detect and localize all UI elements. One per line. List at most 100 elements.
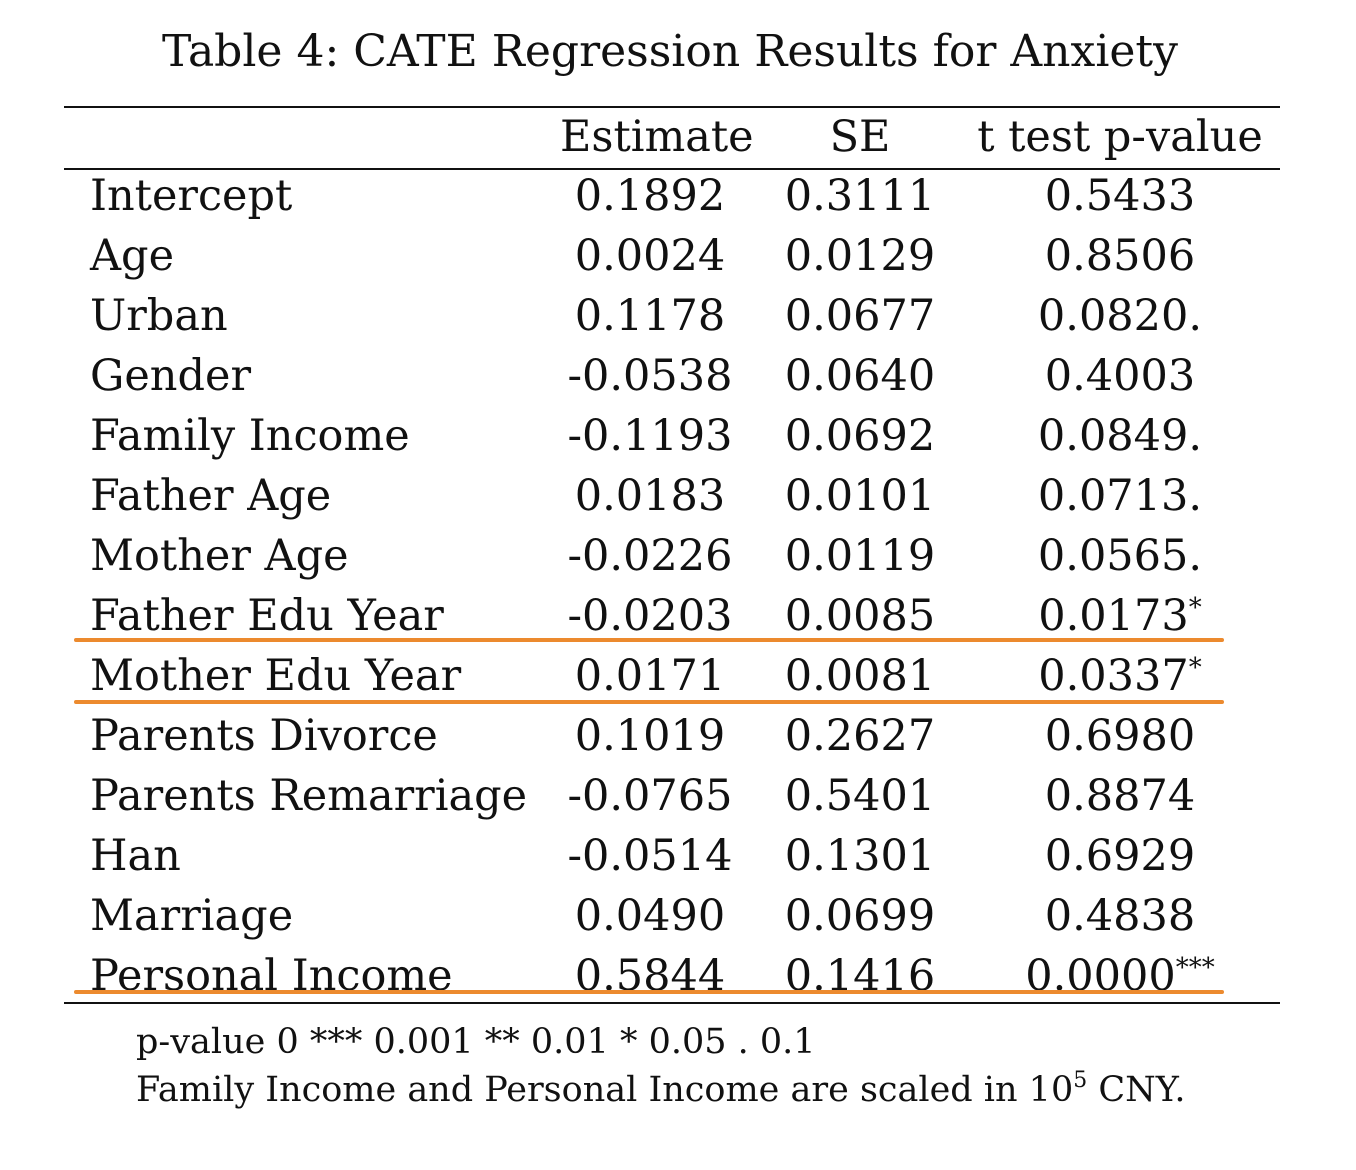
- row-pvalue: 0.0173: [1038, 591, 1189, 641]
- row-estimate: -0.0514: [567, 831, 733, 881]
- significance-note: p-value 0 *** 0.001 ** 0.01 * 0.05 . 0.1: [136, 1022, 816, 1062]
- row-variable: Urban: [90, 291, 228, 341]
- row-pvalue-cell: 0.6980: [970, 706, 1270, 766]
- row-se: 0.0692: [784, 411, 936, 461]
- row-pvalue-cell: 0.4003: [970, 346, 1270, 406]
- table-body: Intercept 0.1892 0.3111 0.5433 Age 0.0024 0.01…: [0, 166, 1356, 1006]
- row-se: 0.1416: [784, 951, 936, 1001]
- row-pvalue-cell: 0.0173*: [970, 586, 1270, 646]
- row-variable: Family Income: [90, 411, 410, 461]
- row-pvalue: 0.0849.: [1037, 411, 1203, 461]
- table-caption: Table 4: CATE Regression Results for Anx…: [162, 26, 1178, 77]
- table-row: Han -0.0514 0.1301 0.6929: [0, 826, 1356, 886]
- header-pvalue: t test p-value: [977, 112, 1263, 162]
- table-row: Mother Edu Year 0.0171 0.0081 0.0337*: [0, 646, 1356, 706]
- row-pvalue: 0.6980: [1044, 711, 1196, 761]
- header-estimate: Estimate: [560, 112, 754, 162]
- highlight-line-above-mother-edu: [74, 638, 1224, 642]
- scaling-note: Family Income and Personal Income are sc…: [136, 1066, 1185, 1114]
- table-row: Father Edu Year -0.0203 0.0085 0.0173*: [0, 586, 1356, 646]
- table-row: Parents Divorce 0.1019 0.2627 0.6980: [0, 706, 1356, 766]
- row-pvalue: 0.8874: [1044, 771, 1196, 821]
- table-row: Age 0.0024 0.0129 0.8506: [0, 226, 1356, 286]
- header-se: SE: [829, 112, 891, 162]
- table-row: Family Income -0.1193 0.0692 0.0849.: [0, 406, 1356, 466]
- row-variable: Father Edu Year: [90, 591, 444, 641]
- row-variable: Father Age: [90, 471, 332, 521]
- row-estimate: -0.1193: [567, 411, 733, 461]
- row-pvalue: 0.0337: [1038, 651, 1189, 701]
- row-estimate: 0.5844: [574, 951, 726, 1001]
- row-significance-stars: ***: [1175, 953, 1215, 983]
- table-row: Personal Income 0.5844 0.1416 0.0000***: [0, 946, 1356, 1006]
- top-rule: [64, 106, 1280, 108]
- row-pvalue-cell: 0.5433: [970, 166, 1270, 226]
- row-pvalue-cell: 0.6929: [970, 826, 1270, 886]
- scaling-note-exponent: 5: [1073, 1068, 1088, 1093]
- table-row: Urban 0.1178 0.0677 0.0820.: [0, 286, 1356, 346]
- row-se: 0.0081: [784, 651, 936, 701]
- scaling-note-prefix: Family Income and Personal Income are sc…: [136, 1070, 1074, 1110]
- table-row: Parents Remarriage -0.0765 0.5401 0.8874: [0, 766, 1356, 826]
- row-estimate: 0.0024: [574, 231, 726, 281]
- row-pvalue: 0.4838: [1044, 891, 1196, 941]
- row-variable: Gender: [90, 351, 252, 401]
- row-pvalue: 0.4003: [1044, 351, 1196, 401]
- table-row: Intercept 0.1892 0.3111 0.5433: [0, 166, 1356, 226]
- row-estimate: 0.1892: [574, 171, 726, 221]
- row-estimate: 0.1019: [574, 711, 726, 761]
- row-pvalue-cell: 0.0849.: [970, 406, 1270, 466]
- header-rule: [64, 168, 1280, 170]
- row-variable: Marriage: [90, 891, 294, 941]
- row-se: 0.3111: [784, 171, 936, 221]
- row-pvalue-cell: 0.8506: [970, 226, 1270, 286]
- row-estimate: 0.0183: [574, 471, 726, 521]
- row-estimate: -0.0765: [567, 771, 733, 821]
- row-pvalue: 0.0713.: [1037, 471, 1203, 521]
- row-significance-stars: *: [1188, 593, 1202, 623]
- row-se: 0.0119: [784, 531, 936, 581]
- table-row: Mother Age -0.0226 0.0119 0.0565.: [0, 526, 1356, 586]
- row-pvalue: 0.5433: [1044, 171, 1196, 221]
- row-se: 0.5401: [784, 771, 936, 821]
- row-significance-stars: *: [1188, 653, 1202, 683]
- row-pvalue: 0.0565.: [1037, 531, 1203, 581]
- row-variable: Mother Edu Year: [90, 651, 462, 701]
- row-pvalue-cell: 0.0820.: [970, 286, 1270, 346]
- row-estimate: 0.1178: [574, 291, 726, 341]
- header-variable: [90, 107, 530, 167]
- row-pvalue: 0.0820.: [1037, 291, 1203, 341]
- row-estimate: -0.0203: [567, 591, 733, 641]
- row-pvalue-cell: 0.0000***: [970, 946, 1270, 1006]
- table-row: Father Age 0.0183 0.0101 0.0713.: [0, 466, 1356, 526]
- table-row: Marriage 0.0490 0.0699 0.4838: [0, 886, 1356, 946]
- bottom-rule: [64, 1002, 1280, 1004]
- row-se: 0.1301: [784, 831, 936, 881]
- highlight-line-below-personal-income: [74, 990, 1224, 994]
- row-pvalue-cell: 0.0337*: [970, 646, 1270, 706]
- row-variable: Personal Income: [90, 951, 453, 1001]
- row-variable: Han: [90, 831, 181, 881]
- row-se: 0.0699: [784, 891, 936, 941]
- row-pvalue: 0.6929: [1044, 831, 1196, 881]
- row-pvalue-cell: 0.8874: [970, 766, 1270, 826]
- row-se: 0.0129: [784, 231, 936, 281]
- row-variable: Mother Age: [90, 531, 349, 581]
- row-se: 0.0677: [784, 291, 936, 341]
- row-pvalue-cell: 0.0565.: [970, 526, 1270, 586]
- row-pvalue-cell: 0.4838: [970, 886, 1270, 946]
- row-se: 0.0640: [784, 351, 936, 401]
- row-se: 0.0085: [784, 591, 936, 641]
- row-estimate: 0.0490: [574, 891, 726, 941]
- row-variable: Parents Remarriage: [90, 771, 528, 821]
- row-estimate: -0.0226: [567, 531, 733, 581]
- scaling-note-suffix: CNY.: [1087, 1070, 1186, 1110]
- row-estimate: -0.0538: [567, 351, 733, 401]
- row-variable: Intercept: [90, 171, 293, 221]
- row-variable: Age: [90, 231, 175, 281]
- row-se: 0.2627: [784, 711, 936, 761]
- table-header-row: Estimate SE t test p-value: [0, 107, 1356, 167]
- row-estimate: 0.0171: [574, 651, 726, 701]
- row-variable: Parents Divorce: [90, 711, 438, 761]
